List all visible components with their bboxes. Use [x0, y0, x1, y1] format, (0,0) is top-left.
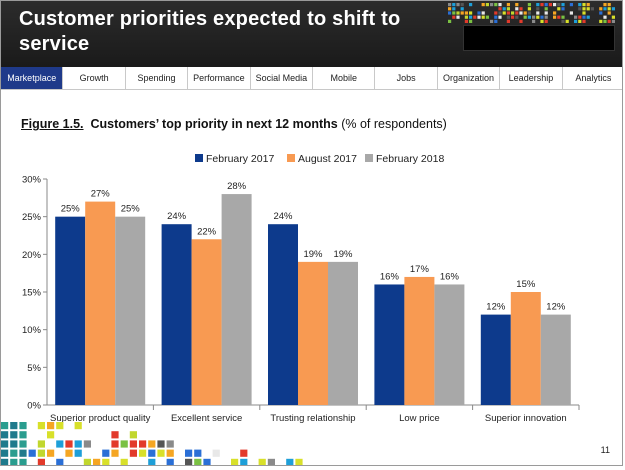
data-label: 12%	[486, 302, 506, 313]
data-label: 24%	[167, 211, 187, 222]
legend-swatch-1	[287, 154, 295, 162]
data-label: 19%	[333, 249, 353, 260]
nav-tab-organization[interactable]: Organization	[438, 67, 501, 89]
data-label: 22%	[197, 226, 217, 237]
y-tick-label: 20%	[22, 250, 42, 261]
footer-mosaic-decoration	[1, 422, 303, 465]
x-category-label: Low price	[399, 413, 440, 424]
nav-tab-leadership[interactable]: Leadership	[500, 67, 563, 89]
x-category-label: Superior product quality	[50, 413, 151, 424]
bar-1-0	[161, 224, 192, 405]
legend-swatch-0	[195, 154, 203, 162]
y-tick-label: 15%	[22, 288, 42, 299]
bar-0-0	[55, 216, 86, 405]
figure-title-text: Customers’ top priority in next 12 month…	[90, 117, 338, 131]
data-label: 12%	[546, 302, 566, 313]
data-label: 19%	[303, 249, 323, 260]
data-label: 24%	[273, 211, 293, 222]
x-category-label: Trusting relationship	[270, 413, 355, 424]
legend-swatch-2	[365, 154, 373, 162]
figure-title: Figure 1.5. Customers’ top priority in n…	[21, 117, 447, 131]
nav-tab-jobs[interactable]: Jobs	[375, 67, 438, 89]
data-label: 27%	[91, 189, 111, 200]
bar-2-0	[268, 224, 298, 405]
figure-label: Figure 1.5.	[21, 117, 84, 131]
x-category-label: Superior innovation	[485, 413, 567, 424]
bar-3-2	[434, 284, 465, 405]
slide-title: Customer priorities expected to shift to…	[19, 8, 401, 55]
bar-4-0	[480, 314, 511, 405]
y-tick-label: 10%	[22, 325, 42, 336]
nav-tab-social-media[interactable]: Social Media	[251, 67, 314, 89]
bar-0-1	[85, 201, 116, 405]
slide-header: Customer priorities expected to shift to…	[1, 1, 622, 67]
header-mosaic-decoration	[448, 3, 615, 23]
bar-2-1	[298, 261, 328, 405]
data-label: 25%	[61, 204, 81, 215]
bar-1-1	[191, 239, 222, 405]
nav-tab-spending[interactable]: Spending	[126, 67, 189, 89]
y-tick-label: 5%	[27, 363, 41, 374]
x-category-label: Excellent service	[171, 413, 242, 424]
legend-label: August 2017	[298, 153, 357, 165]
y-tick-label: 25%	[22, 212, 42, 223]
bar-3-1	[404, 276, 435, 405]
nav-tab-analytics[interactable]: Analytics	[575, 73, 612, 83]
nav-tab-marketplace[interactable]: Marketplace	[1, 67, 64, 89]
nav-tab-growth[interactable]: Growth	[63, 67, 126, 89]
figure-unit: (% of respondents)	[341, 117, 447, 131]
bar-4-1	[510, 292, 541, 405]
nav-tab-performance[interactable]: Performance	[188, 67, 251, 89]
redacted-logo-box	[463, 25, 615, 51]
legend-label: February 2017	[206, 153, 274, 165]
bar-0-2	[115, 216, 146, 405]
data-label: 15%	[516, 279, 536, 290]
bar-3-0	[374, 284, 405, 405]
data-label: 16%	[380, 271, 400, 282]
y-tick-label: 0%	[27, 401, 41, 412]
data-label: 25%	[121, 204, 141, 215]
data-label: 16%	[440, 271, 460, 282]
chart-legend: February 2017 August 2017 February 2018	[195, 153, 444, 165]
data-label: 17%	[410, 264, 430, 275]
bar-chart: February 2017 August 2017 February 2018 0% 5…	[22, 153, 580, 424]
bar-2-2	[328, 261, 358, 405]
y-tick-label: 30%	[22, 175, 42, 186]
legend-label: February 2018	[376, 153, 444, 165]
data-label: 28%	[227, 181, 247, 192]
bar-4-2	[540, 314, 571, 405]
page-number: 11	[600, 445, 610, 455]
nav-tab-mobile[interactable]: Mobile	[313, 67, 376, 89]
nav-bar: Marketplace Growth Spending Performance Soci…	[1, 67, 622, 90]
bar-1-2	[221, 194, 252, 405]
